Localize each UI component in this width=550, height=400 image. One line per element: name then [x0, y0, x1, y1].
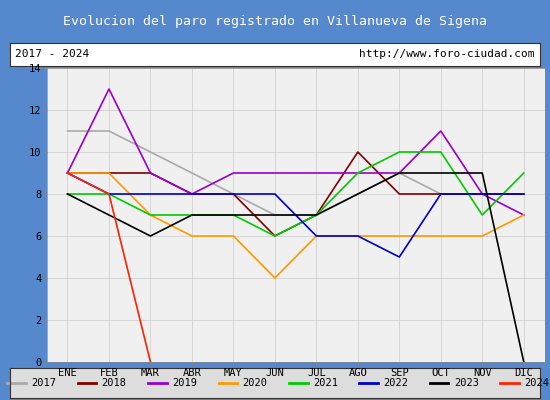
Text: 2017: 2017 [31, 378, 56, 388]
Text: 2020: 2020 [243, 378, 267, 388]
Text: 2024: 2024 [524, 378, 549, 388]
Text: 2018: 2018 [102, 378, 126, 388]
Text: 2022: 2022 [383, 378, 408, 388]
Text: Evolucion del paro registrado en Villanueva de Sigena: Evolucion del paro registrado en Villanu… [63, 14, 487, 28]
Text: 2021: 2021 [313, 378, 338, 388]
Text: 2019: 2019 [172, 378, 197, 388]
Text: 2023: 2023 [454, 378, 478, 388]
Text: http://www.foro-ciudad.com: http://www.foro-ciudad.com [359, 49, 535, 59]
Text: 2017 - 2024: 2017 - 2024 [15, 49, 90, 59]
